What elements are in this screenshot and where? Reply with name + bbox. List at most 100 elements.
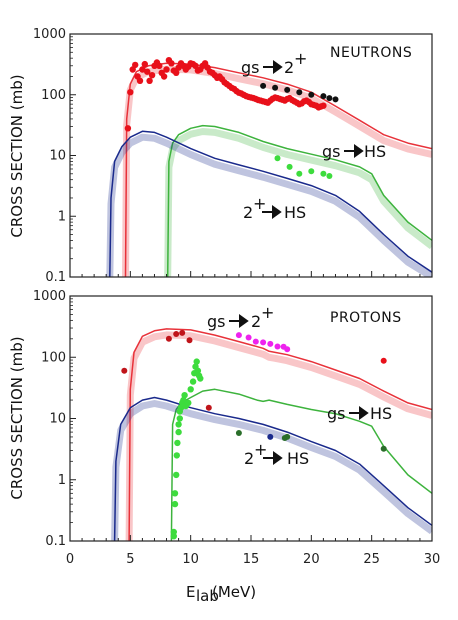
data-point-2plus-hs-data xyxy=(267,433,274,440)
data-point-gs-2plus-data-a xyxy=(121,367,128,374)
data-point-gs-2plus-data xyxy=(320,102,327,109)
data-point-gs-hs-data xyxy=(173,452,180,459)
y-axis-label-bottom: CROSS SECTION (mb) xyxy=(8,336,26,499)
annotation-gs-text: gs xyxy=(327,404,346,423)
series-line-gs-2plus-calc xyxy=(128,328,432,541)
data-point-gs-hs-data xyxy=(187,386,194,393)
y-tick-label: 100 xyxy=(41,350,66,365)
data-point-gs-hs-data xyxy=(326,173,333,179)
series-band-gs-2plus-calc xyxy=(122,65,432,277)
data-point-gs-2plus-data xyxy=(136,77,144,85)
data-point-gs-hs-data xyxy=(274,155,281,162)
data-point-gs-hs-data xyxy=(189,378,197,385)
data-point-gs-2plus-data xyxy=(141,60,148,68)
panel-label-neutrons: NEUTRONS xyxy=(330,45,412,61)
data-point-gs-2plus-data-c xyxy=(274,343,281,350)
annotation-target-text: 2 xyxy=(251,312,261,331)
data-point-gs-2plus-data-c xyxy=(260,339,267,346)
data-point-gs-hs-data xyxy=(170,528,177,536)
x-tick-label: 20 xyxy=(303,552,320,567)
data-point-gs-2plus-data-a xyxy=(186,337,193,344)
annotation-target-text: HS xyxy=(364,142,386,161)
data-point-gs-2plus-data-c xyxy=(267,340,274,347)
data-point-gs-hs-data xyxy=(175,428,182,436)
data-point-gs-2plus-data xyxy=(127,89,134,96)
plot-area xyxy=(111,328,432,541)
data-point-gs-2plus-data xyxy=(144,68,151,75)
data-point-gs-2plus-data-2 xyxy=(332,96,339,103)
data-point-gs-hs-data xyxy=(180,396,187,404)
series-band-gs-2plus-calc xyxy=(125,331,432,541)
panel-neutrons: 0.1 1 10 100 1000 NEUTRONS gs 2 + gs HS 2 + … xyxy=(33,27,433,285)
data-point-gs-2plus-data xyxy=(168,60,175,67)
x-ticks-marks xyxy=(69,535,433,541)
data-point-gs-2plus-data-a xyxy=(205,404,212,411)
data-point-gs-2plus-data xyxy=(156,62,163,69)
data-point-gs-2plus-data xyxy=(163,66,170,73)
y-tick-label: 0.1 xyxy=(45,534,66,549)
annotation-gs-2plus-neutrons: gs 2 + xyxy=(241,49,307,77)
data-point-gs-2plus-data-a xyxy=(165,335,172,342)
data-point-gs-2plus-data-c xyxy=(245,334,252,341)
series-band-2plus-hs-calc xyxy=(106,133,432,277)
panel-protons: 0.1 1 10 100 1000 0 5 10 15 20 25 30 PROTONS gs 2 … xyxy=(33,289,440,567)
data-point-gs-hs-data-2 xyxy=(284,433,291,440)
annotation-gs-hs-neutrons: gs HS xyxy=(322,142,386,161)
plot-area xyxy=(106,57,432,277)
x-axis-label-main: E xyxy=(186,583,195,601)
y-tick-label: 100 xyxy=(41,88,66,103)
data-point-gs-2plus-data xyxy=(132,61,139,69)
data-point-gs-2plus-data-c xyxy=(235,332,242,339)
x-tick-label: 25 xyxy=(363,552,380,567)
panel-label-protons: PROTONS xyxy=(330,310,402,326)
y-axis-label-top: CROSS SECTION (mb) xyxy=(8,74,26,237)
annotation-target-text: HS xyxy=(370,404,392,423)
data-point-gs-hs-data xyxy=(177,404,185,411)
data-point-gs-hs-data xyxy=(197,375,204,382)
data-point-gs-2plus-data-2 xyxy=(272,84,279,91)
data-point-gs-2plus-data xyxy=(148,72,156,79)
data-point-gs-hs-data xyxy=(308,168,315,175)
arrow-icon xyxy=(229,314,249,328)
annotation-target-text: HS xyxy=(287,449,309,468)
y-tick-label: 10 xyxy=(49,412,66,427)
data-point-gs-2plus-data-2 xyxy=(284,86,291,93)
annotation-gs-text: gs xyxy=(207,312,226,331)
data-point-gs-hs-data xyxy=(193,358,200,365)
y-tick-label: 0.1 xyxy=(45,270,66,285)
data-point-gs-hs-data xyxy=(176,415,183,422)
y-tick-label: 10 xyxy=(49,149,66,164)
data-point-gs-hs-data xyxy=(174,439,181,447)
data-point-gs-hs-data xyxy=(171,500,179,508)
annotation-gs-hs-protons: gs HS xyxy=(327,404,392,423)
x-axis-label-unit: (MeV) xyxy=(212,583,256,601)
x-ticks-marks xyxy=(69,271,433,277)
data-point-gs-2plus-data-2 xyxy=(326,95,333,102)
data-point-gs-hs-data-2 xyxy=(380,445,387,452)
series-line-2plus-hs-calc xyxy=(109,130,432,277)
x-tick-label: 0 xyxy=(66,552,74,567)
series-layer-protons xyxy=(111,328,432,541)
series-band-gs-hs-calc xyxy=(164,128,432,277)
series-line-gs-hs-calc xyxy=(166,124,432,277)
x-tick-label: 10 xyxy=(182,552,199,567)
annotation-sup-text: + xyxy=(294,49,307,68)
data-point-gs-2plus-data-2 xyxy=(320,93,327,100)
annotation-target-text: HS xyxy=(284,203,306,222)
series-line-2plus-hs-calc xyxy=(113,396,432,541)
annotation-gs-2plus-protons: gs 2 + xyxy=(207,303,274,331)
data-point-gs-2plus-data xyxy=(124,125,132,132)
data-point-gs-2plus-data xyxy=(146,77,153,85)
annotation-2-text: 2 xyxy=(243,203,253,222)
arrow-icon xyxy=(263,60,283,74)
data-point-gs-2plus-data xyxy=(139,66,146,73)
arrow-icon xyxy=(263,451,283,465)
annotation-target-text: 2 xyxy=(284,58,294,77)
y-tick-label: 1000 xyxy=(33,27,66,42)
annotation-sup-text: + xyxy=(254,440,267,459)
data-point-gs-hs-data xyxy=(175,421,182,428)
x-tick-label: 30 xyxy=(424,552,441,567)
data-point-gs-hs-data xyxy=(171,490,179,497)
annotation-2-text: 2 xyxy=(244,449,254,468)
